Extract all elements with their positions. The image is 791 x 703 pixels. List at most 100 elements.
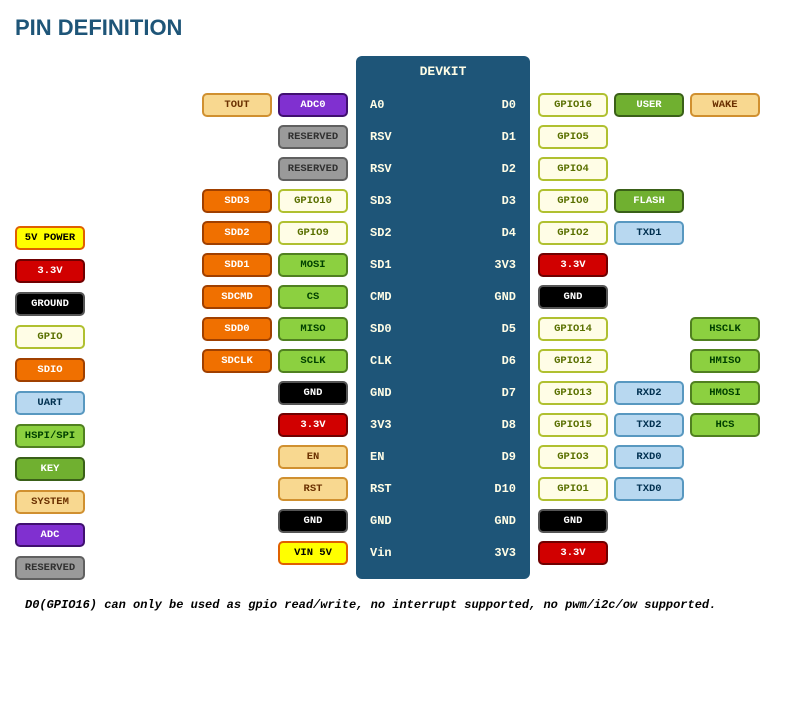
pill-gpio14: GPIO14 — [538, 317, 608, 341]
pin-left-SD1: SD1 — [356, 258, 443, 272]
pin-left-tags-5: MOSISDD1 — [202, 249, 356, 281]
pill-gpio9: GPIO9 — [278, 221, 348, 245]
pill-rst: RST — [278, 477, 348, 501]
pill-gpio4: GPIO4 — [538, 157, 608, 181]
pin-right-3V3: 3V3 — [443, 546, 530, 560]
pin-left-SD2: SD2 — [356, 226, 443, 240]
pin-row-11: ENEND9GPIO3RXD0 — [356, 441, 530, 473]
pill-gpio16: GPIO16 — [538, 93, 608, 117]
pill-gnd: GND — [538, 285, 608, 309]
pin-right-tags-13: GND — [530, 505, 608, 537]
pill-vin-5v: VIN 5V — [278, 541, 348, 565]
pin-row-13: GNDGNDGNDGND — [356, 505, 530, 537]
pin-left-tags-9: GND — [278, 377, 356, 409]
pill-sdd1: SDD1 — [202, 253, 272, 277]
pin-left-tags-7: MISOSDD0 — [202, 313, 356, 345]
pin-right-D9: D9 — [443, 450, 530, 464]
pin-left-RSV: RSV — [356, 130, 443, 144]
pin-left-tags-6: CSSDCMD — [202, 281, 356, 313]
pin-row-10: 3.3V3V3D8GPIO15TXD2HCS — [356, 409, 530, 441]
pin-right-tags-7: GPIO14HSCLK — [530, 313, 760, 345]
pill-gpio10: GPIO10 — [278, 189, 348, 213]
pin-right-tags-14: 3.3V — [530, 537, 608, 569]
pin-right-GND: GND — [443, 514, 530, 528]
pill-3-3v: 3.3V — [538, 541, 608, 565]
pin-right-tags-2: GPIO4 — [530, 153, 608, 185]
pill-sdd2: SDD2 — [202, 221, 272, 245]
pill-sdio: SDIO — [15, 358, 85, 382]
main-area: 5V POWER3.3VGROUNDGPIOSDIOUARTHSPI/SPIKE… — [15, 56, 776, 580]
pin-right-D0: D0 — [443, 98, 530, 112]
pill-adc: ADC — [15, 523, 85, 547]
pill-sdd3: SDD3 — [202, 189, 272, 213]
pin-left-tags-14: VIN 5V — [278, 537, 356, 569]
pill-gpio3: GPIO3 — [538, 445, 608, 469]
pin-right-tags-6: GND — [530, 281, 608, 313]
pill-system: SYSTEM — [15, 490, 85, 514]
pill-hspi-spi: HSPI/SPI — [15, 424, 85, 448]
pill-txd0: TXD0 — [614, 477, 684, 501]
pin-left-tags-2: RESERVED — [278, 153, 356, 185]
pin-left-tags-13: GND — [278, 505, 356, 537]
pin-left-tags-4: GPIO9SDD2 — [202, 217, 356, 249]
pill-sdclk: SDCLK — [202, 349, 272, 373]
pill-gnd: GND — [278, 381, 348, 405]
pin-right-D10: D10 — [443, 482, 530, 496]
pill-txd2: TXD2 — [614, 413, 684, 437]
pill-gnd: GND — [278, 509, 348, 533]
pill-hmosi: HMOSI — [690, 381, 760, 405]
pill-rxd0: RXD0 — [614, 445, 684, 469]
pill-reserved: RESERVED — [15, 556, 85, 580]
pill-key: KEY — [15, 457, 85, 481]
pill-en: EN — [278, 445, 348, 469]
pin-right-D8: D8 — [443, 418, 530, 432]
legend: 5V POWER3.3VGROUNDGPIOSDIOUARTHSPI/SPIKE… — [15, 226, 85, 580]
pin-left-tags-1: RESERVED — [278, 121, 356, 153]
pin-left-RSV: RSV — [356, 162, 443, 176]
pin-right-tags-9: GPIO13RXD2HMOSI — [530, 377, 760, 409]
pin-right-D4: D4 — [443, 226, 530, 240]
pin-row-2: RESERVEDRSVD2GPIO4 — [356, 153, 530, 185]
pill-gpio5: GPIO5 — [538, 125, 608, 149]
pin-row-0: ADC0TOUTA0D0GPIO16USERWAKE — [356, 89, 530, 121]
pill-gpio1: GPIO1 — [538, 477, 608, 501]
pin-right-tags-8: GPIO12HMISO — [530, 345, 760, 377]
pin-right-tags-11: GPIO3RXD0 — [530, 441, 684, 473]
pill-5v-power: 5V POWER — [15, 226, 85, 250]
pill-hcs: HCS — [690, 413, 760, 437]
pill-gpio: GPIO — [15, 325, 85, 349]
pill-gpio13: GPIO13 — [538, 381, 608, 405]
pill-mosi: MOSI — [278, 253, 348, 277]
pill-reserved: RESERVED — [278, 125, 348, 149]
pin-left-EN: EN — [356, 450, 443, 464]
pill-3-3v: 3.3V — [278, 413, 348, 437]
page-title: PIN DEFINITION — [15, 15, 776, 41]
chip-body: DEVKIT ADC0TOUTA0D0GPIO16USERWAKERESERVE… — [356, 56, 530, 579]
pill-3-3v: 3.3V — [15, 259, 85, 283]
pill-tout: TOUT — [202, 93, 272, 117]
pin-left-3V3: 3V3 — [356, 418, 443, 432]
pin-right-tags-10: GPIO15TXD2HCS — [530, 409, 760, 441]
pin-right-tags-5: 3.3V — [530, 249, 608, 281]
pill-gpio0: GPIO0 — [538, 189, 608, 213]
pin-left-tags-10: 3.3V — [278, 409, 356, 441]
pin-right-tags-1: GPIO5 — [530, 121, 608, 153]
pill-miso: MISO — [278, 317, 348, 341]
pill-gpio15: GPIO15 — [538, 413, 608, 437]
pin-right-D5: D5 — [443, 322, 530, 336]
pin-left-CMD: CMD — [356, 290, 443, 304]
pill-user: USER — [614, 93, 684, 117]
pin-right-D3: D3 — [443, 194, 530, 208]
pin-right-D6: D6 — [443, 354, 530, 368]
pin-right-tags-4: GPIO2TXD1 — [530, 217, 684, 249]
pill-3-3v: 3.3V — [538, 253, 608, 277]
pin-row-5: MOSISDD1SD13V33.3V — [356, 249, 530, 281]
pin-left-Vin: Vin — [356, 546, 443, 560]
pill-gpio2: GPIO2 — [538, 221, 608, 245]
pin-row-14: VIN 5VVin3V33.3V — [356, 537, 530, 569]
pin-right-D1: D1 — [443, 130, 530, 144]
pill-wake: WAKE — [690, 93, 760, 117]
pill-gpio12: GPIO12 — [538, 349, 608, 373]
pin-left-RST: RST — [356, 482, 443, 496]
pin-left-GND: GND — [356, 386, 443, 400]
